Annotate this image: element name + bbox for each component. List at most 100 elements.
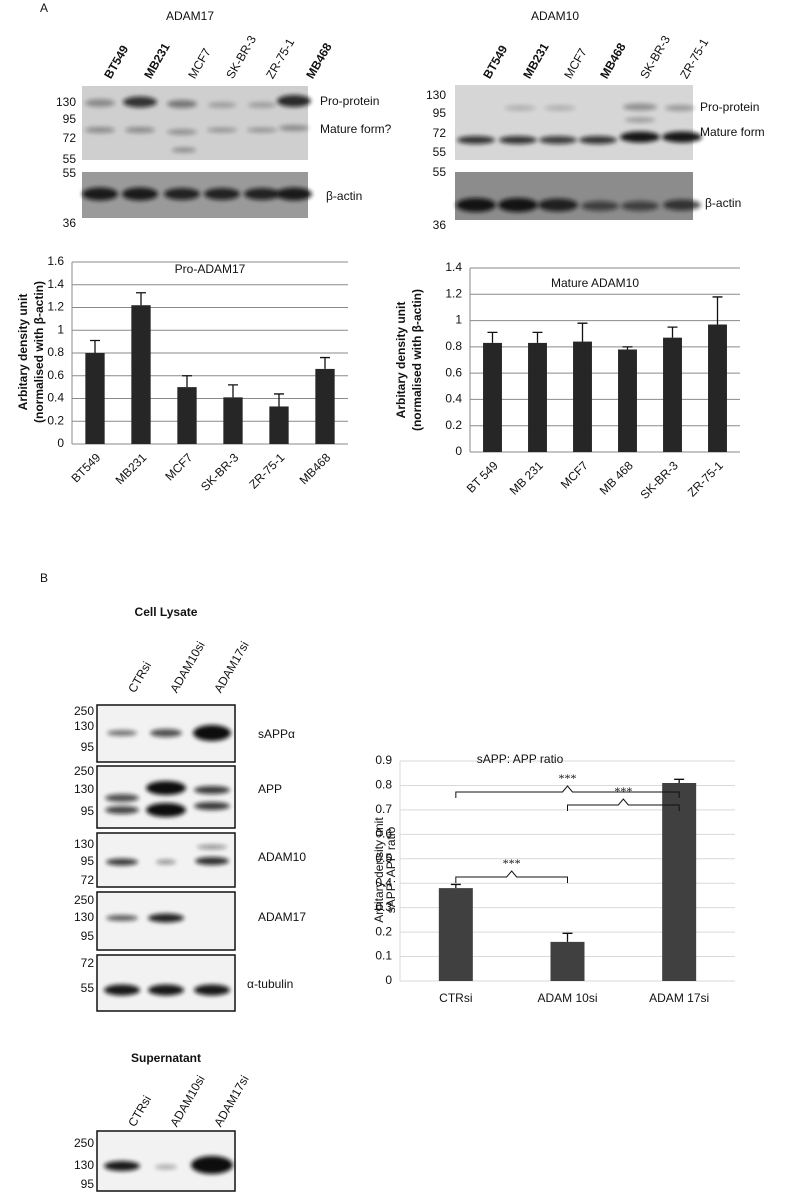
y-tick-label: 1.4 — [445, 260, 462, 274]
band — [581, 201, 619, 211]
error-bar — [562, 932, 573, 942]
x-tick-label: CTRsi — [439, 991, 472, 1005]
marker-label: 95 — [63, 112, 77, 126]
error-bar — [274, 393, 284, 407]
x-tick-label: MB468 — [297, 450, 334, 487]
band — [457, 136, 495, 144]
marker-label: 95 — [433, 106, 447, 120]
blot-label: Mature form — [700, 125, 765, 139]
y-tick-label: 0.6 — [375, 827, 392, 841]
y-axis-label: Arbitary density unit — [16, 294, 30, 411]
marker-label: 95 — [81, 740, 95, 754]
band — [276, 187, 312, 201]
lane-label: MB231 — [141, 40, 173, 81]
blot-label: β-actin — [326, 189, 362, 203]
band — [207, 127, 237, 133]
lane-label: SK-BR-3 — [223, 33, 259, 81]
band — [104, 1161, 140, 1171]
band — [623, 103, 657, 111]
band — [82, 187, 118, 201]
band — [545, 105, 575, 111]
bar — [618, 349, 637, 452]
lane-label: CTRsi — [125, 659, 154, 695]
marker-label: 250 — [74, 1136, 94, 1150]
blot — [96, 954, 236, 1012]
y-tick-label: 0 — [455, 444, 462, 458]
marker-label: 250 — [74, 893, 94, 907]
section-title: Supernatant — [131, 1051, 201, 1065]
bar — [663, 337, 682, 452]
band — [194, 786, 230, 794]
error-bar — [622, 346, 633, 350]
marker-label: 95 — [81, 804, 95, 818]
band — [204, 188, 240, 200]
band — [105, 806, 139, 814]
bar — [269, 406, 289, 444]
blot-label: Pro-protein — [320, 94, 379, 108]
chart-title: Mature ADAM10 — [551, 276, 639, 290]
band — [107, 730, 137, 736]
band — [194, 802, 230, 810]
marker-label: 130 — [74, 719, 94, 733]
bar — [573, 341, 592, 452]
marker-label: 72 — [433, 126, 447, 140]
band — [279, 125, 309, 131]
lane-label: MB468 — [303, 40, 335, 81]
blot — [455, 172, 693, 220]
y-tick-label: 0.1 — [375, 949, 392, 963]
bar — [438, 888, 473, 981]
band — [662, 131, 702, 143]
marker-label: 55 — [81, 981, 95, 995]
lane-label: ADAM10si — [167, 1073, 207, 1129]
error-bar — [674, 778, 685, 783]
band — [150, 729, 182, 737]
band — [164, 188, 200, 200]
y-tick-label: 0.5 — [375, 851, 392, 865]
y-tick-label: 0.8 — [47, 345, 64, 359]
significance-label: *** — [614, 784, 632, 798]
y-tick-label: 0.7 — [375, 802, 392, 816]
error-bar — [228, 384, 238, 398]
band — [499, 136, 537, 144]
band — [105, 794, 139, 802]
band — [123, 96, 157, 108]
marker-label: 130 — [426, 88, 446, 102]
x-tick-label: ZR-75-1 — [685, 458, 726, 499]
y-tick-label: 1.2 — [445, 286, 462, 300]
lane-label: ADAM10si — [167, 639, 207, 695]
blot — [455, 85, 693, 160]
marker-label: 130 — [74, 910, 94, 924]
significance-bracket — [567, 798, 680, 811]
band — [244, 188, 280, 200]
y-tick-label: 1.6 — [47, 254, 64, 268]
lane-label: ZR-75-1 — [677, 36, 711, 81]
lane-label: ADAM17si — [211, 639, 251, 695]
band — [193, 725, 231, 741]
band — [191, 1156, 233, 1174]
band — [625, 117, 655, 123]
marker-label: 95 — [81, 929, 95, 943]
marker-label: 130 — [74, 837, 94, 851]
bar — [85, 353, 105, 444]
band — [155, 1164, 177, 1170]
bar — [528, 342, 547, 452]
band — [539, 136, 577, 144]
y-tick-label: 0.2 — [47, 413, 64, 427]
panel-label: A — [40, 1, 48, 15]
significance-label: *** — [503, 856, 521, 870]
x-tick-label: MCF7 — [162, 450, 195, 483]
band — [195, 857, 229, 865]
band — [167, 100, 197, 108]
lane-label: ZR-75-1 — [263, 36, 297, 81]
blot-label: Mature form? — [320, 122, 392, 136]
band — [498, 198, 538, 212]
marker-label: 55 — [63, 166, 77, 180]
bar — [131, 305, 151, 444]
band — [194, 984, 230, 996]
section-title: Cell Lysate — [135, 605, 198, 619]
y-tick-label: 1.2 — [47, 300, 64, 314]
lane-label: MCF7 — [561, 46, 590, 82]
band — [208, 102, 236, 108]
y-tick-label: 0 — [57, 436, 64, 450]
